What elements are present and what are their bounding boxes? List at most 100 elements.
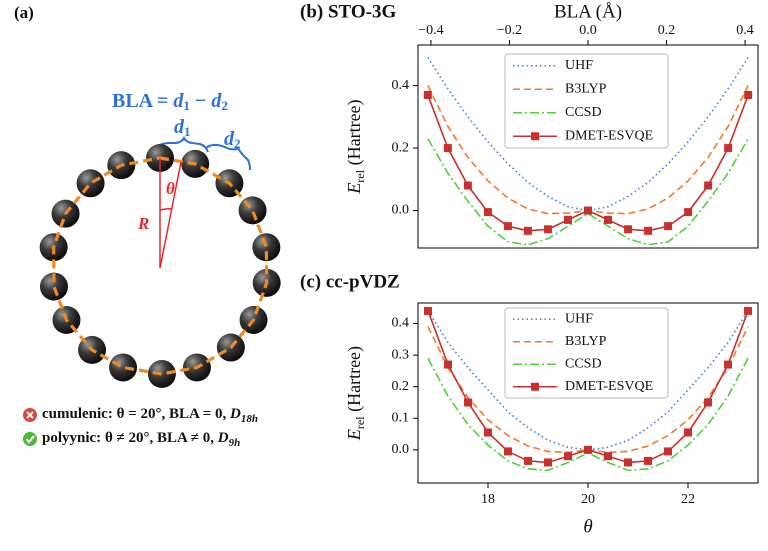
data-point [624,225,633,234]
text-part: BLA = [112,90,173,112]
check-mark [25,435,35,444]
data-point [524,456,532,465]
text-part: cumulenic: [42,406,113,422]
legend-label: CCSD [565,105,602,120]
y-axis-label: Erel (Hartree) [344,346,367,441]
line-chart: (c) cc-pVDZ 0.0 0.1 0.2 0.3 0.4 18 20 22 θ Erel (H… [300,271,759,537]
d2-label: d2 [224,128,241,151]
case-line: cumulenic: θ = 20°, BLA = 0, D18h [42,406,258,424]
angle-arc [159,207,173,211]
angle-line [159,161,182,269]
data-point [604,452,612,461]
chart-title: (c) cc-pVDZ [300,271,400,292]
text-part: (Hartree) [344,99,365,169]
text-part: E [344,183,364,195]
y-tick-label: 0.2 [392,140,410,155]
data-point [423,90,432,99]
text-part: d [173,90,184,112]
y-tick-label: 0.4 [392,316,410,331]
data-point [644,226,653,235]
data-point [544,458,552,467]
data-point [424,306,432,315]
y-tick-label: 0.0 [392,442,410,457]
data-point [523,226,532,235]
x-tick-label: −0.2 [497,23,522,38]
d1-label: d1 [174,116,191,139]
plot-frame [417,44,759,249]
data-point [684,428,692,437]
data-point [463,181,472,190]
legend-label: B3LYP [565,334,607,349]
legend-label: UHF [565,58,593,73]
data-point [464,398,472,407]
data-point [664,222,673,231]
text-part: − [190,90,211,112]
legend-marker [531,382,539,391]
x-axis-label: BLA (Å) [554,1,622,22]
legend-label: CCSD [565,356,602,371]
radius-label: R [137,214,149,233]
data-point [724,144,733,153]
x-tick-label: 0.4 [736,23,754,38]
text-part: 9h [229,437,241,449]
case-line: polyynic: θ ≠ 20°, BLA ≠ 0, D9h [42,430,240,448]
panel-label: (a) [14,3,34,22]
plot-area [423,57,753,246]
text-part: d [224,128,235,150]
data-point [584,206,592,215]
check-icon [23,432,37,446]
x-axis-label: θ [583,516,592,537]
text-part: (Hartree) [344,346,365,416]
data-point [584,445,592,454]
x-tick-label: 20 [581,492,595,507]
x-tick-label: 0.2 [658,23,676,38]
carbon-atom [147,359,176,388]
x-tick-label: 18 [481,492,495,507]
text-part: E [344,429,364,441]
bla-formula: BLA = d1 − d2 [112,90,228,113]
line-chart: (b) STO-3G 0.0 0.2 0.4 −0.4 −0.2 0.0 0.2 0.4 BLA … [300,1,759,249]
legend-box [504,307,669,399]
carbon-atom [76,169,105,198]
data-point [744,90,753,99]
data-point [483,208,492,217]
text-part: rel [353,416,367,429]
plot-area [424,306,752,472]
data-point [563,215,572,224]
legend-box [504,53,669,149]
data-point [644,456,652,465]
text-part: polyynic: [42,430,101,446]
data-point [704,181,713,190]
text-part: rel [353,169,367,182]
data-point [724,360,732,369]
text-part: θ = 20°, BLA = 0, [113,406,230,422]
y-tick-label: 0.1 [392,410,410,425]
data-point [744,306,752,315]
charts: (b) STO-3G 0.0 0.2 0.4 −0.4 −0.2 0.0 0.2 0.4 BLA … [300,1,759,537]
data-point [664,447,672,456]
data-point [444,360,452,369]
d1-bracket [151,135,209,153]
carbon-atom [109,353,138,382]
y-axis-label: Erel (Hartree) [344,99,367,194]
text-part: 18h [241,413,258,425]
legend-label: B3LYP [565,81,607,96]
text-part: 1 [184,124,191,139]
text-part: θ ≠ 20°, BLA ≠ 0, [101,430,218,446]
carbon-atom [238,196,267,225]
plot-frame [417,302,759,484]
text-part: 1 [183,98,190,113]
data-point [684,208,693,217]
text-part: 2 [221,98,228,113]
text-part: D [229,406,241,422]
data-point [564,452,572,461]
text-part: d [211,90,222,112]
legend-marker [531,132,539,141]
y-tick-label: 0.2 [392,379,410,394]
y-tick-label: 0.3 [392,347,410,362]
legend-label: DMET-ESVQE [565,128,653,143]
data-point [484,428,492,437]
carbon-atom [39,272,68,301]
